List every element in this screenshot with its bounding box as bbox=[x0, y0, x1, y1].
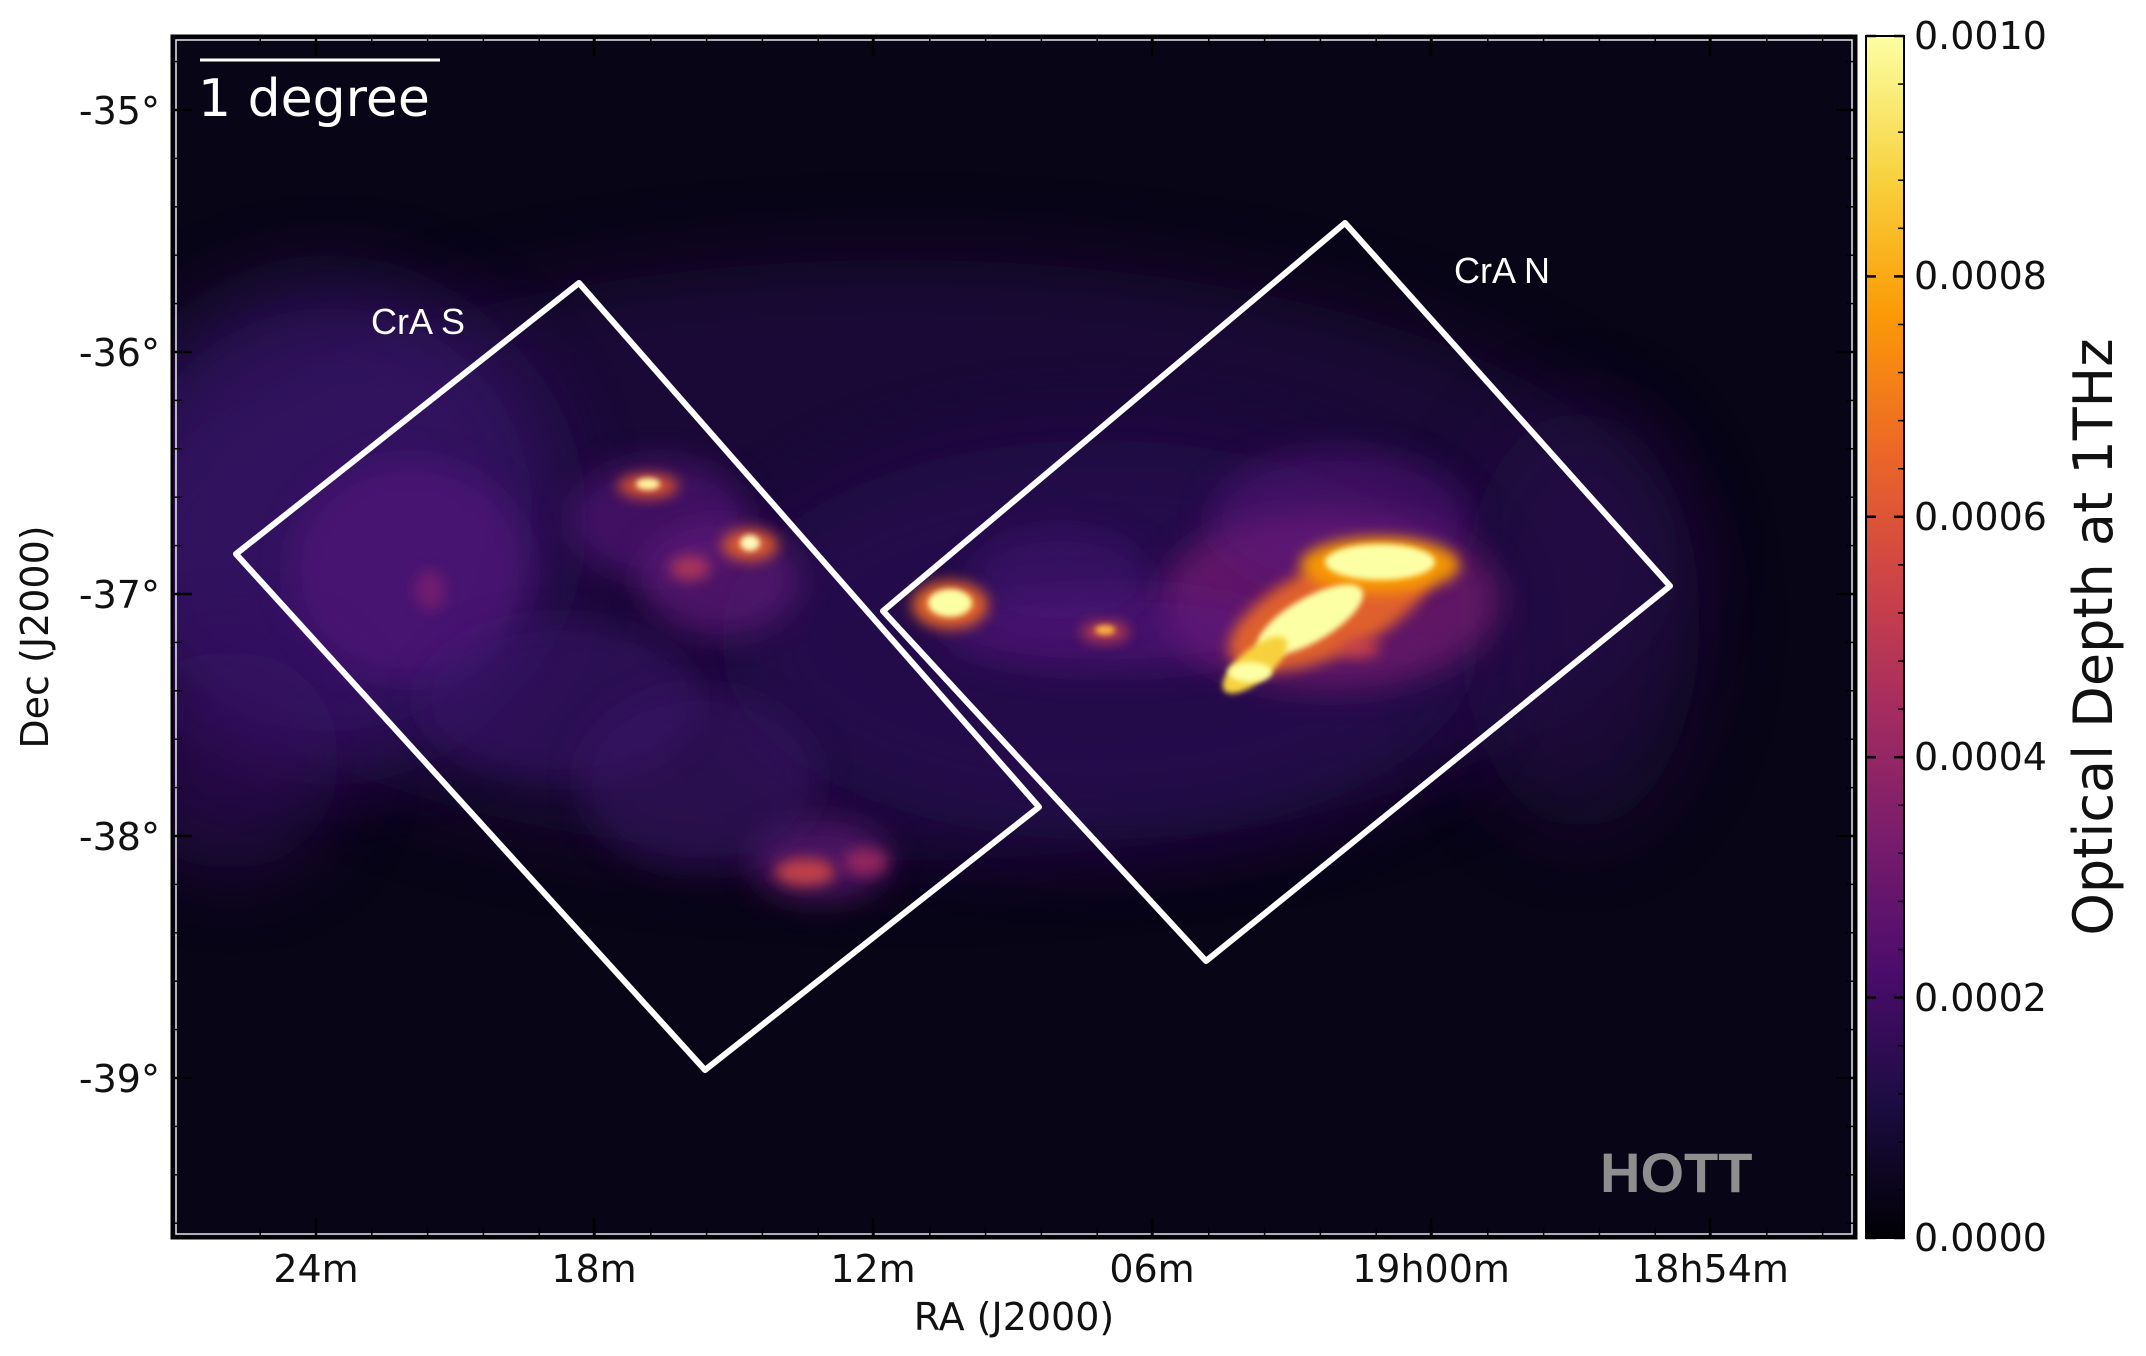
ra-tick-label: 18m bbox=[551, 1247, 636, 1291]
ra-tick-label: 19h00m bbox=[1352, 1247, 1510, 1291]
dec-tick-labels: -35° -36° -37° -38° -39° bbox=[79, 89, 160, 1101]
dec-axis-title: Dec (J2000) bbox=[13, 525, 57, 748]
plot-frame bbox=[170, 34, 1858, 1240]
colorbar-tick-label: 0.0004 bbox=[1914, 735, 2047, 779]
ra-tick-label: 24m bbox=[273, 1247, 358, 1291]
dec-tick-label: -35° bbox=[79, 89, 160, 133]
region-outline-cra-s bbox=[233, 280, 1042, 1073]
ra-tick-labels: 24m 18m 12m 06m 19h00m 18h54m bbox=[273, 1247, 1789, 1291]
colorbar-tick-labels: 0.0000 0.0002 0.0004 0.0006 0.0008 0.001… bbox=[1914, 14, 2047, 1260]
scale-bar-label: 1 degree bbox=[198, 69, 430, 129]
dec-tick-label: -36° bbox=[79, 331, 160, 375]
region-label-cra-n: CrA N bbox=[1454, 250, 1550, 291]
region-label-cra-s: CrA S bbox=[371, 301, 465, 342]
ra-tick-label: 18h54m bbox=[1631, 1247, 1789, 1291]
dec-tick-label: -39° bbox=[79, 1057, 160, 1101]
region-outline-cra-n bbox=[880, 220, 1673, 964]
colorbar-tick-label: 0.0010 bbox=[1914, 14, 2047, 58]
colorbar-ticks bbox=[1866, 34, 1904, 1240]
dec-tick-label: -37° bbox=[79, 573, 160, 617]
ra-tick-label: 12m bbox=[830, 1247, 915, 1291]
colorbar bbox=[1865, 35, 1905, 1239]
colorbar-tick-label: 0.0008 bbox=[1914, 254, 2047, 298]
map-ticks bbox=[172, 36, 1856, 1238]
colorbar-tick-label: 0.0002 bbox=[1914, 976, 2047, 1020]
colorbar-tick-label: 0.0000 bbox=[1914, 1216, 2047, 1260]
ra-tick-label: 06m bbox=[1109, 1247, 1194, 1291]
dust-map-image bbox=[172, 36, 1856, 1238]
colorbar-title: Optical Depth at 1THz bbox=[2062, 338, 2125, 935]
colorbar-tick-label: 0.0006 bbox=[1914, 495, 2047, 539]
instrument-label: HOTT bbox=[1600, 1141, 1752, 1204]
ra-axis-title: RA (J2000) bbox=[914, 1295, 1115, 1339]
dec-tick-label: -38° bbox=[79, 815, 160, 859]
